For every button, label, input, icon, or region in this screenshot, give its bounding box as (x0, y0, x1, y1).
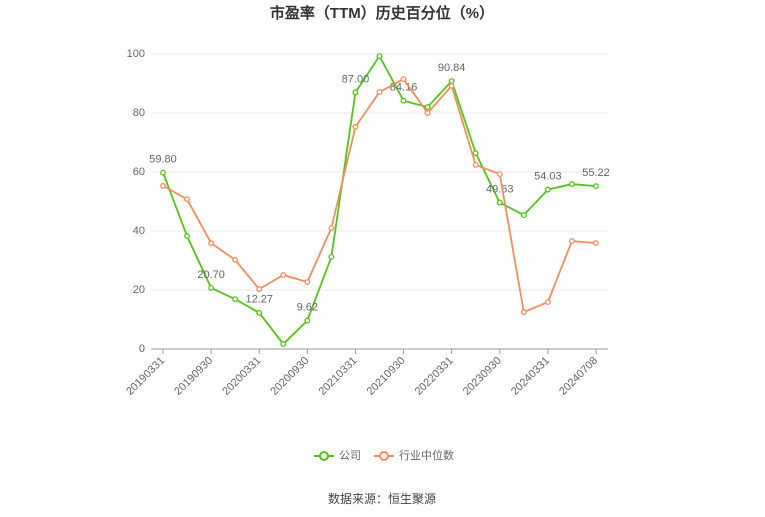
point (544, 299, 551, 306)
point (593, 240, 599, 247)
point (424, 104, 431, 111)
point (256, 286, 263, 293)
y-tick-label: 80 (133, 107, 145, 119)
point (352, 89, 359, 96)
data-label: 12.27 (245, 294, 273, 306)
x-tick-label: 20200930 (268, 355, 311, 398)
data-label: 84.16 (390, 82, 418, 94)
point (448, 82, 455, 89)
point (520, 212, 527, 219)
x-tick-label: 20210331 (317, 355, 360, 398)
data-label: 9.62 (297, 302, 318, 314)
data-label: 54.03 (534, 171, 562, 183)
point (400, 76, 407, 83)
point (208, 284, 215, 291)
data-label: 20.70 (197, 269, 225, 281)
point (160, 169, 166, 176)
point (232, 296, 239, 303)
point (304, 279, 311, 285)
point (184, 233, 191, 239)
point (256, 309, 263, 316)
point (544, 186, 551, 193)
point (496, 171, 503, 178)
point (376, 89, 383, 96)
x-tick-label: 20240331 (509, 355, 552, 398)
point (424, 110, 431, 116)
point (472, 161, 479, 168)
point (593, 183, 599, 190)
point (232, 256, 239, 263)
x-tick-label: 20220331 (413, 355, 456, 398)
x-tick-label: 20190930 (172, 355, 215, 398)
x-tick-label: 20240708 (557, 355, 600, 398)
data-label: 87.00 (342, 73, 370, 85)
point (304, 317, 311, 324)
y-tick-label: 40 (133, 225, 145, 237)
chart-title: 市盈率（TTM）历史百分位（%） (270, 4, 494, 22)
x-tick-label: 20230930 (461, 355, 504, 398)
point (328, 254, 335, 260)
legend-label: 行业中位数 (399, 448, 454, 462)
data-label: 49.63 (486, 183, 514, 195)
point (520, 309, 527, 316)
x-tick-label: 20190331 (124, 355, 167, 398)
data-label: 55.22 (582, 167, 610, 179)
data-label: 59.80 (149, 153, 177, 165)
point (208, 240, 215, 247)
point (400, 97, 407, 104)
source: 数据来源：恒生聚源 (328, 491, 436, 506)
point (472, 150, 479, 157)
series-line (162, 77, 597, 314)
legend-label: 公司 (339, 450, 361, 462)
legend-marker (379, 451, 389, 461)
legend-marker (319, 451, 329, 461)
point (448, 78, 455, 84)
y-tick-label: 60 (133, 166, 145, 178)
series-line (162, 54, 597, 346)
point (496, 199, 503, 206)
point (280, 272, 287, 278)
point (280, 341, 287, 347)
x-tick-label: 20200331 (220, 355, 263, 398)
point (568, 238, 575, 244)
y-tick-label: 20 (133, 284, 145, 296)
y-tick-label: 0 (139, 343, 145, 355)
point (352, 123, 359, 130)
point (184, 196, 191, 203)
point (160, 182, 166, 189)
point (568, 181, 575, 188)
x-tick-label: 20210930 (365, 355, 408, 398)
point (376, 53, 383, 60)
point (328, 225, 335, 231)
data-label: 90.84 (438, 62, 466, 74)
y-tick-label: 100 (127, 48, 145, 60)
